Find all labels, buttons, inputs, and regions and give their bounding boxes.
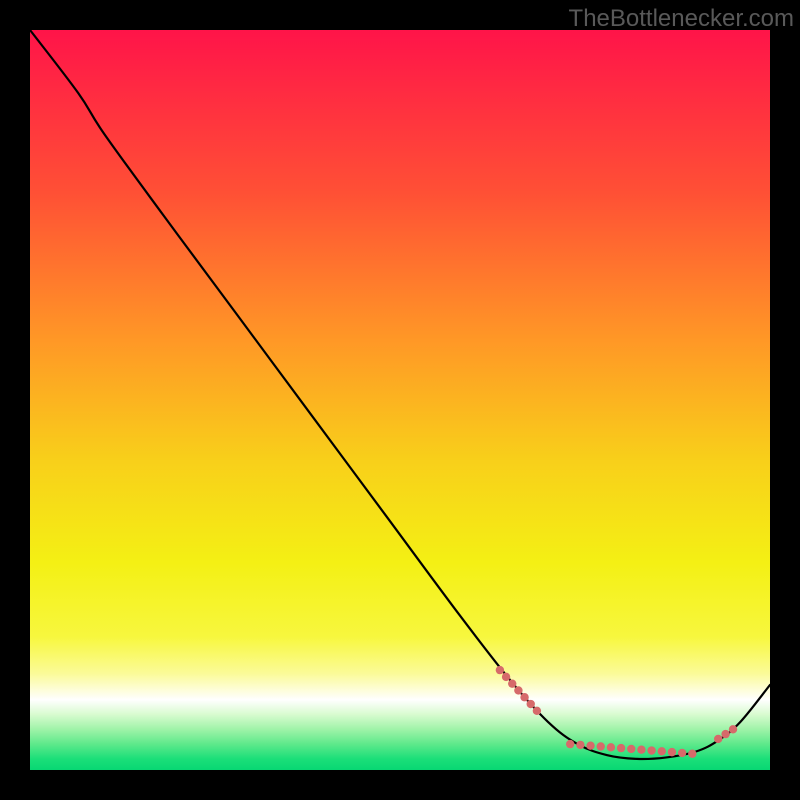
data-marker (576, 741, 584, 749)
data-marker (533, 707, 541, 715)
data-marker (647, 746, 655, 754)
data-marker (627, 745, 635, 753)
data-marker (607, 743, 615, 751)
data-marker (668, 748, 676, 756)
data-marker (496, 666, 504, 674)
data-marker (617, 744, 625, 752)
data-marker (729, 725, 737, 733)
watermark-text: TheBottlenecker.com (569, 5, 794, 33)
data-marker (678, 749, 686, 757)
data-marker (597, 742, 605, 750)
plot-area (30, 30, 770, 770)
chart-background (30, 30, 770, 770)
chart-svg (30, 30, 770, 770)
data-marker (658, 747, 666, 755)
data-marker (637, 746, 645, 754)
data-marker (586, 742, 594, 750)
data-marker (688, 750, 696, 758)
data-marker (566, 740, 574, 748)
data-marker (721, 730, 729, 738)
data-marker (502, 673, 510, 681)
data-marker (527, 700, 535, 708)
data-marker (520, 693, 528, 701)
canvas-container: TheBottlenecker.com (0, 0, 800, 800)
data-marker (714, 735, 722, 743)
data-marker (514, 686, 522, 694)
data-marker (508, 679, 516, 687)
